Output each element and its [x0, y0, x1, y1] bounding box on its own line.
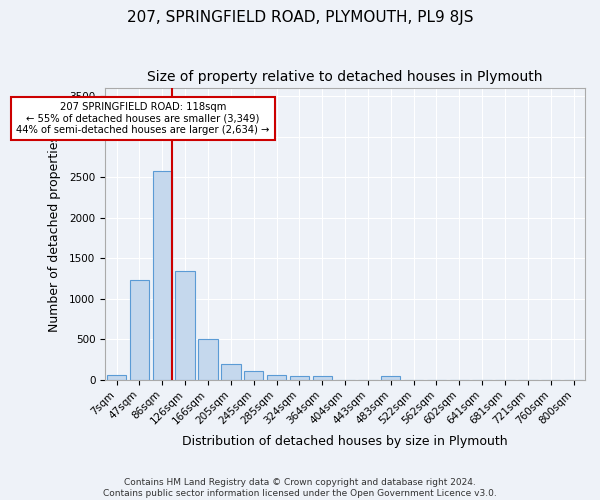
Bar — [267, 375, 286, 380]
Bar — [198, 339, 218, 380]
Y-axis label: Number of detached properties: Number of detached properties — [48, 136, 61, 332]
Bar — [107, 375, 126, 380]
Bar — [152, 170, 172, 380]
Text: Contains HM Land Registry data © Crown copyright and database right 2024.
Contai: Contains HM Land Registry data © Crown c… — [103, 478, 497, 498]
Bar — [381, 376, 400, 380]
Text: 207 SPRINGFIELD ROAD: 118sqm
← 55% of detached houses are smaller (3,349)
44% of: 207 SPRINGFIELD ROAD: 118sqm ← 55% of de… — [16, 102, 269, 135]
Bar — [175, 271, 195, 380]
Bar — [290, 376, 309, 380]
Title: Size of property relative to detached houses in Plymouth: Size of property relative to detached ho… — [148, 70, 543, 84]
Text: 207, SPRINGFIELD ROAD, PLYMOUTH, PL9 8JS: 207, SPRINGFIELD ROAD, PLYMOUTH, PL9 8JS — [127, 10, 473, 25]
X-axis label: Distribution of detached houses by size in Plymouth: Distribution of detached houses by size … — [182, 434, 508, 448]
Bar — [221, 364, 241, 380]
Bar — [313, 376, 332, 380]
Bar — [130, 280, 149, 380]
Bar — [244, 372, 263, 380]
